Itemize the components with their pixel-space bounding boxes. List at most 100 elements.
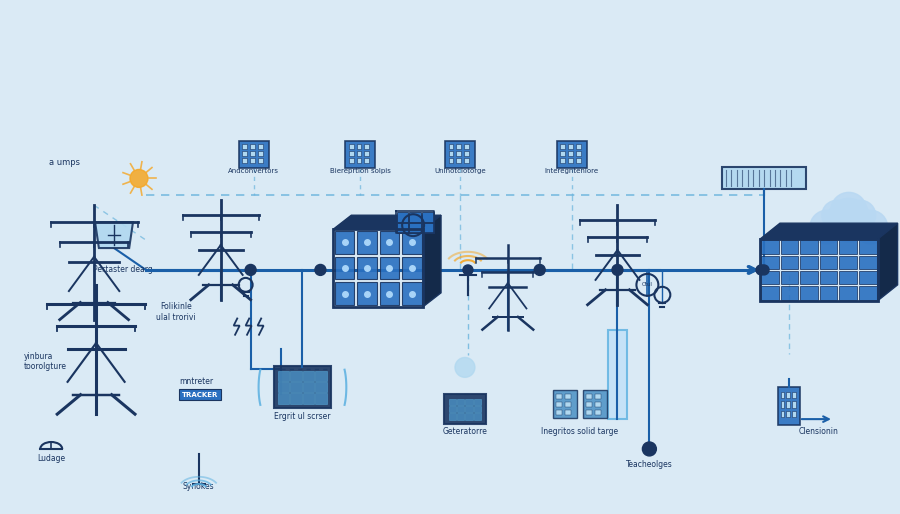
FancyBboxPatch shape: [564, 394, 571, 399]
Circle shape: [827, 198, 870, 242]
Polygon shape: [761, 271, 778, 284]
Polygon shape: [761, 255, 778, 269]
Polygon shape: [780, 255, 798, 269]
Polygon shape: [860, 271, 877, 284]
FancyBboxPatch shape: [356, 151, 362, 156]
Circle shape: [315, 265, 326, 276]
FancyBboxPatch shape: [349, 151, 354, 156]
Polygon shape: [333, 215, 441, 229]
FancyBboxPatch shape: [555, 402, 562, 407]
Polygon shape: [397, 223, 409, 233]
FancyBboxPatch shape: [778, 387, 800, 425]
FancyBboxPatch shape: [291, 393, 302, 403]
Polygon shape: [410, 212, 421, 222]
FancyBboxPatch shape: [465, 406, 472, 412]
FancyBboxPatch shape: [303, 371, 314, 381]
Polygon shape: [761, 240, 778, 253]
FancyBboxPatch shape: [464, 151, 469, 156]
FancyBboxPatch shape: [250, 151, 255, 156]
Polygon shape: [800, 240, 818, 253]
FancyBboxPatch shape: [586, 394, 591, 399]
Polygon shape: [761, 286, 778, 300]
FancyBboxPatch shape: [448, 413, 456, 419]
FancyBboxPatch shape: [364, 144, 369, 149]
FancyBboxPatch shape: [474, 399, 482, 405]
Polygon shape: [410, 223, 421, 233]
FancyBboxPatch shape: [238, 141, 268, 169]
FancyBboxPatch shape: [315, 371, 327, 381]
FancyBboxPatch shape: [315, 393, 327, 403]
FancyBboxPatch shape: [250, 158, 255, 162]
FancyBboxPatch shape: [557, 141, 587, 169]
Polygon shape: [840, 271, 857, 284]
Polygon shape: [820, 255, 838, 269]
FancyBboxPatch shape: [257, 158, 263, 162]
FancyBboxPatch shape: [474, 406, 482, 412]
FancyBboxPatch shape: [792, 411, 796, 417]
FancyBboxPatch shape: [464, 144, 469, 149]
FancyBboxPatch shape: [278, 382, 290, 392]
FancyBboxPatch shape: [555, 410, 562, 415]
Polygon shape: [878, 223, 897, 301]
FancyBboxPatch shape: [456, 144, 461, 149]
FancyBboxPatch shape: [568, 151, 572, 156]
Polygon shape: [422, 223, 434, 233]
Text: yinbura
toorolgture: yinbura toorolgture: [23, 352, 67, 372]
FancyBboxPatch shape: [474, 413, 482, 419]
Polygon shape: [335, 256, 355, 280]
FancyBboxPatch shape: [456, 158, 461, 162]
Polygon shape: [422, 212, 434, 222]
Circle shape: [245, 265, 256, 276]
FancyBboxPatch shape: [242, 158, 247, 162]
FancyBboxPatch shape: [595, 402, 600, 407]
Circle shape: [756, 265, 766, 275]
FancyBboxPatch shape: [780, 401, 784, 408]
FancyBboxPatch shape: [448, 144, 454, 149]
FancyBboxPatch shape: [291, 382, 302, 392]
Polygon shape: [397, 212, 409, 222]
FancyBboxPatch shape: [465, 399, 472, 405]
Text: Inegritos solid targe: Inegritos solid targe: [541, 427, 618, 436]
FancyBboxPatch shape: [257, 151, 263, 156]
FancyBboxPatch shape: [356, 144, 362, 149]
FancyBboxPatch shape: [278, 371, 290, 381]
FancyBboxPatch shape: [242, 151, 247, 156]
Polygon shape: [380, 256, 400, 280]
Text: Ergrit ul scrser: Ergrit ul scrser: [274, 412, 330, 421]
Text: mntreter: mntreter: [179, 377, 213, 387]
Circle shape: [854, 210, 887, 244]
FancyBboxPatch shape: [179, 389, 220, 400]
FancyBboxPatch shape: [582, 390, 607, 418]
FancyBboxPatch shape: [349, 144, 354, 149]
Circle shape: [455, 357, 475, 377]
FancyBboxPatch shape: [444, 394, 486, 424]
Text: Andconvertors: Andconvertors: [228, 169, 279, 174]
Text: Folikinle
ulal trorivi: Folikinle ulal trorivi: [156, 302, 195, 322]
FancyBboxPatch shape: [564, 402, 571, 407]
Polygon shape: [380, 282, 400, 305]
FancyBboxPatch shape: [364, 158, 369, 162]
FancyBboxPatch shape: [722, 168, 806, 189]
FancyBboxPatch shape: [291, 371, 302, 381]
FancyBboxPatch shape: [464, 158, 469, 162]
FancyBboxPatch shape: [792, 401, 796, 408]
FancyBboxPatch shape: [787, 411, 790, 417]
FancyBboxPatch shape: [315, 382, 327, 392]
Circle shape: [759, 265, 769, 275]
FancyBboxPatch shape: [780, 392, 784, 398]
Polygon shape: [357, 256, 377, 280]
FancyBboxPatch shape: [576, 158, 580, 162]
FancyBboxPatch shape: [555, 394, 562, 399]
FancyBboxPatch shape: [576, 144, 580, 149]
FancyBboxPatch shape: [349, 158, 354, 162]
FancyBboxPatch shape: [457, 413, 464, 419]
Text: Uninotciotorge: Uninotciotorge: [434, 169, 486, 174]
FancyBboxPatch shape: [561, 158, 565, 162]
FancyBboxPatch shape: [356, 158, 362, 162]
Text: a umps: a umps: [50, 158, 80, 168]
Polygon shape: [335, 282, 355, 305]
Polygon shape: [95, 222, 133, 248]
FancyBboxPatch shape: [787, 401, 790, 408]
Text: Clensionin: Clensionin: [799, 427, 839, 436]
FancyBboxPatch shape: [257, 144, 263, 149]
